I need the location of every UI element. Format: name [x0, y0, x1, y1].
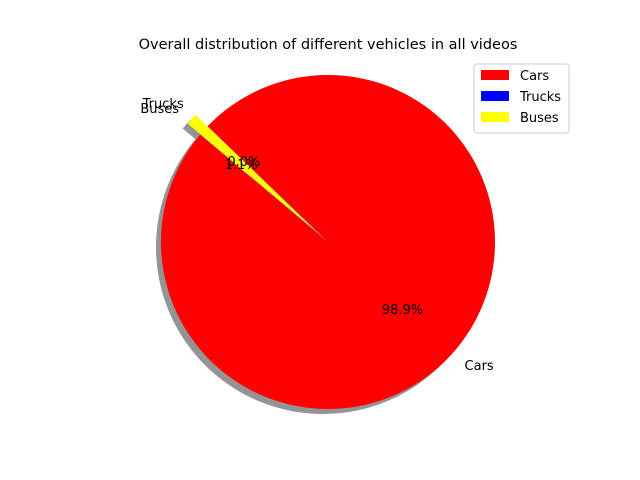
slice-label-cars: Cars	[465, 359, 494, 374]
legend-swatch-cars	[481, 70, 509, 80]
wedge-buses	[187, 114, 316, 231]
legend-label-cars: Cars	[520, 69, 549, 84]
legend-swatch-trucks	[481, 91, 509, 101]
slice-percent-trucks: 0.0%	[227, 155, 260, 170]
legend-swatch-buses	[481, 112, 509, 122]
slice-percent-cars: 98.9%	[382, 303, 423, 318]
legend-label-trucks: Trucks	[519, 90, 561, 105]
slice-label-buses: Buses	[140, 102, 179, 117]
pie-labels: Cars 98.9% Trucks 0.0% Buses 1.1%	[140, 97, 494, 374]
slice-label-trucks: Trucks	[142, 97, 184, 112]
legend: Cars Trucks Buses	[473, 63, 570, 134]
chart-title: Overall distribution of different vehicl…	[139, 37, 518, 53]
legend-label-buses: Buses	[520, 111, 559, 126]
wedge-cars	[160, 75, 495, 410]
slice-percent-buses: 1.1%	[225, 158, 258, 173]
pie-wedges	[160, 75, 495, 410]
